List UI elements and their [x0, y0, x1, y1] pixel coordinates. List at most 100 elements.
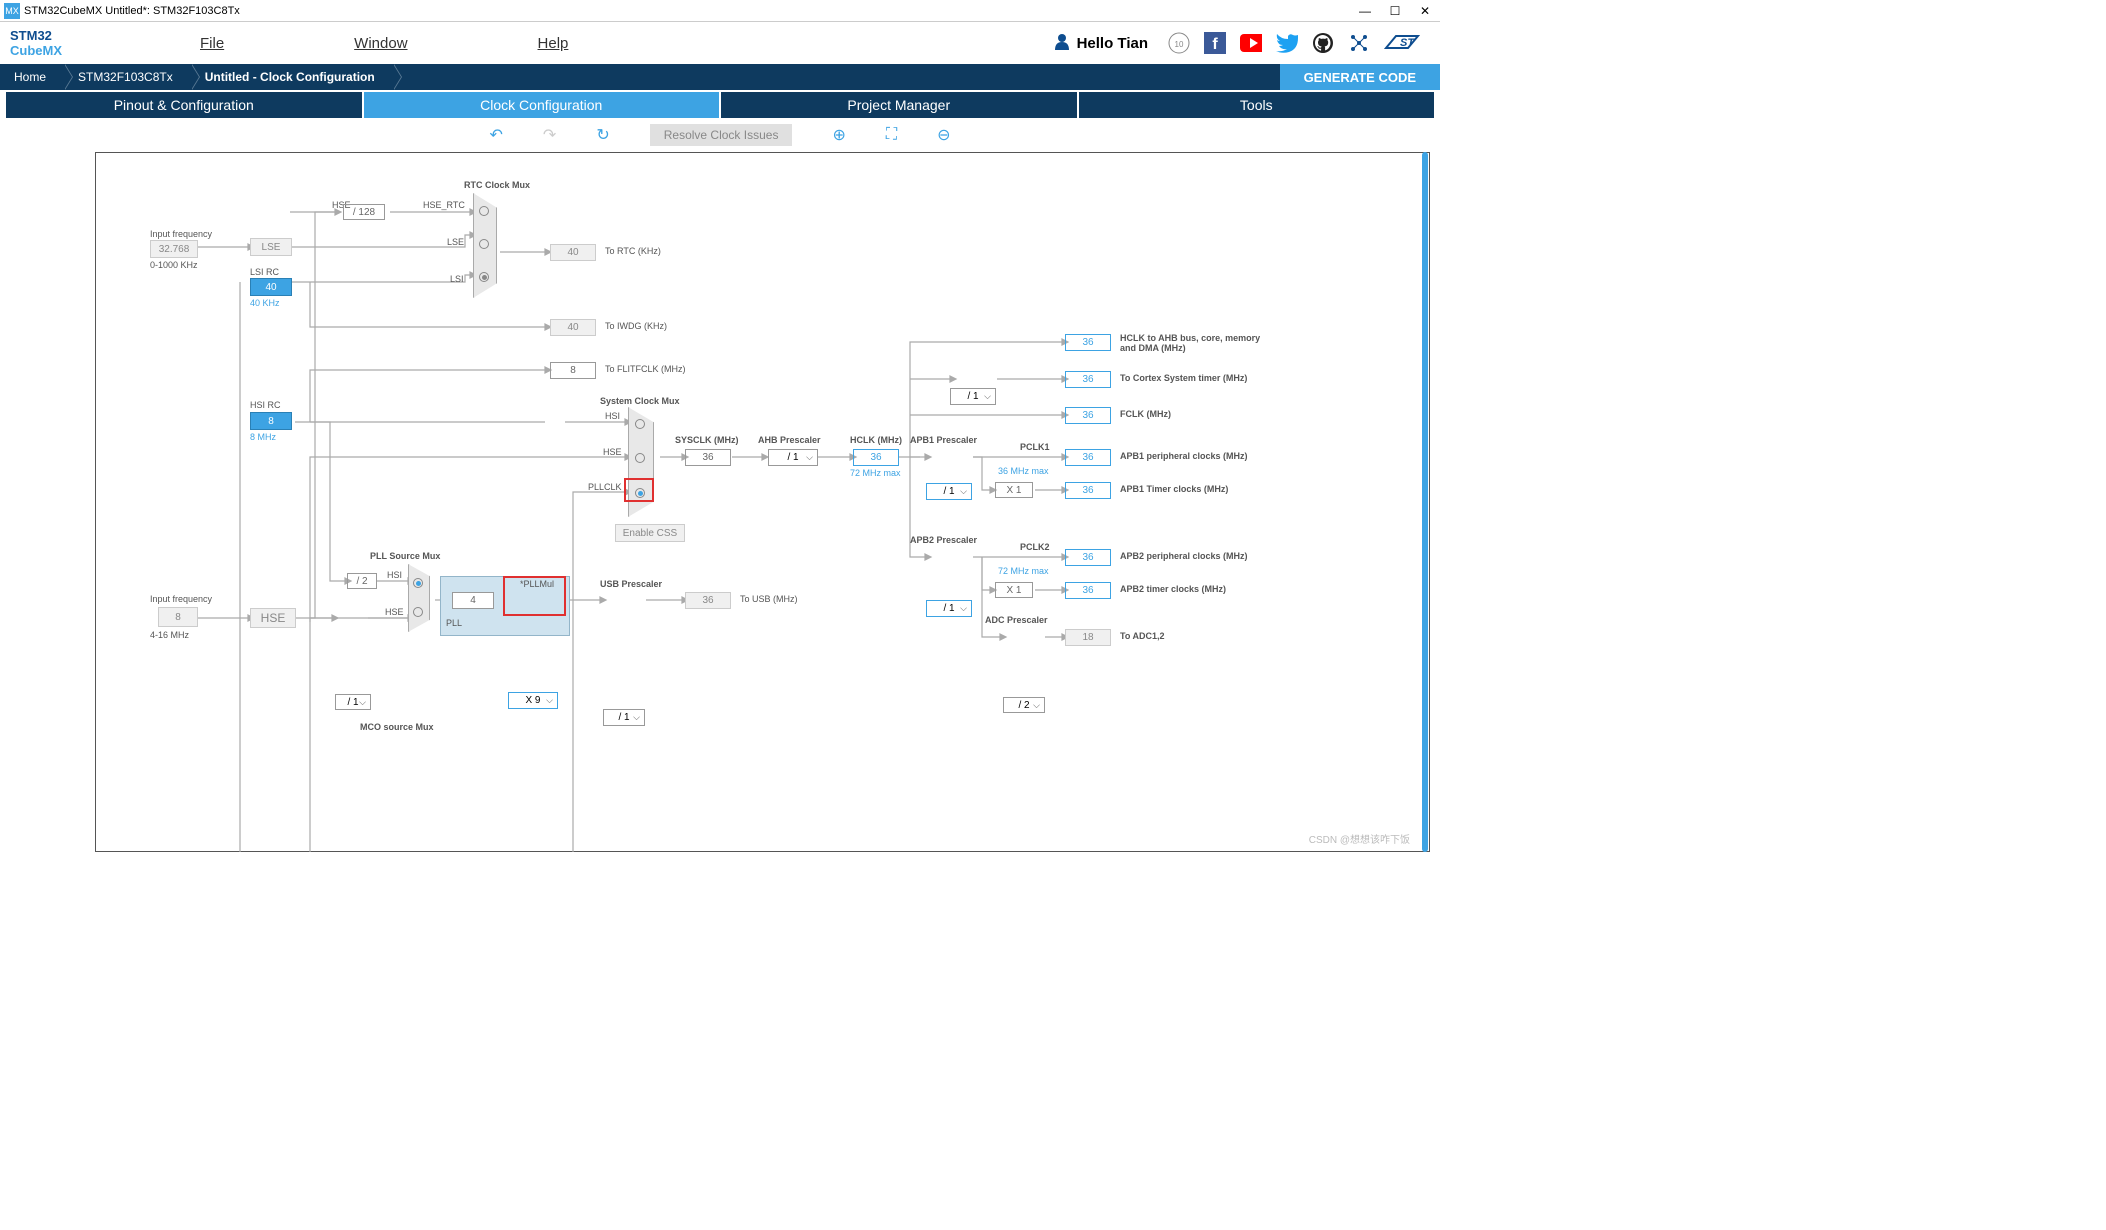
redo-icon[interactable]: ↷ [543, 125, 556, 145]
hse-freq-box[interactable]: 8 [158, 607, 198, 627]
breadcrumb: Home STM32F103C8Tx Untitled - Clock Conf… [0, 64, 1440, 90]
label-out-apb1-tim: APB1 Timer clocks (MHz) [1120, 484, 1228, 494]
logo-text-1: STM32 [10, 28, 52, 43]
label-sys-mux: System Clock Mux [600, 396, 680, 406]
close-button[interactable]: ✕ [1410, 0, 1440, 22]
label-out-apb2-tim: APB2 timer clocks (MHz) [1120, 584, 1226, 594]
rtc-mux[interactable] [473, 193, 497, 298]
lsi-box: 40 [250, 278, 292, 296]
label-out-apb1-per: APB1 peripheral clocks (MHz) [1120, 451, 1248, 461]
hse-box: HSE [250, 608, 296, 628]
label-lsi-range: 40 KHz [250, 298, 280, 308]
label-lse-range: 0-1000 KHz [150, 260, 198, 270]
hse-div[interactable]: / 1 [335, 694, 371, 710]
fit-icon[interactable]: ⛶ [886, 126, 897, 144]
out-cortex-box: 36 [1065, 371, 1111, 388]
flitf-box: 8 [550, 362, 596, 379]
twitter-icon[interactable] [1276, 32, 1298, 54]
label-pclk1-note: 36 MHz max [998, 466, 1049, 476]
label-lsi-rc: LSI RC [250, 267, 279, 277]
apb1-prescaler[interactable]: / 1 [926, 483, 972, 500]
sysclk-box[interactable]: 36 [685, 449, 731, 466]
enable-css-button[interactable]: Enable CSS [615, 524, 685, 542]
breadcrumb-page[interactable]: Untitled - Clock Configuration [191, 64, 393, 90]
usb-prescaler[interactable]: / 1 [603, 709, 645, 726]
pllmux-hsi[interactable] [413, 578, 423, 588]
adc-prescaler[interactable]: / 2 [1003, 697, 1045, 713]
apb2-prescaler[interactable]: / 1 [926, 600, 972, 617]
hsi-box: 8 [250, 412, 292, 430]
pllmul-select[interactable]: X 9 [508, 692, 558, 709]
facebook-icon[interactable]: f [1204, 32, 1226, 54]
label-lse-mux: LSE [447, 237, 464, 247]
label-adc-pre: ADC Prescaler [985, 615, 1048, 625]
user-label: Hello Tian [1077, 35, 1148, 52]
refresh-icon[interactable]: ↻ [596, 125, 609, 145]
out-adc-box: 18 [1065, 629, 1111, 646]
breadcrumb-home[interactable]: Home [0, 64, 64, 90]
label-out-fclk: FCLK (MHz) [1120, 409, 1171, 419]
tab-bar: Pinout & Configuration Clock Configurati… [0, 92, 1440, 118]
lse-box: LSE [250, 238, 292, 256]
st-logo-icon[interactable]: ST [1384, 32, 1420, 54]
breadcrumb-chip[interactable]: STM32F103C8Tx [64, 64, 191, 90]
label-pll: PLL [446, 618, 462, 628]
label-hse-range: 4-16 MHz [150, 630, 189, 640]
label-to-iwdg: To IWDG (KHz) [605, 321, 667, 331]
menu-window[interactable]: Window [354, 35, 407, 52]
rtc-mux-lse[interactable] [479, 239, 489, 249]
watermark: CSDN @想想该咋下饭 [1309, 831, 1410, 846]
apb1-tim-mul: X 1 [995, 482, 1033, 498]
label-sys-hsi: HSI [605, 411, 620, 421]
generate-code-button[interactable]: GENERATE CODE [1280, 64, 1440, 90]
sysmux-hsi[interactable] [635, 419, 645, 429]
tab-pinout[interactable]: Pinout & Configuration [6, 92, 362, 118]
titlebar: MX STM32CubeMX Untitled*: STM32F103C8Tx … [0, 0, 1440, 22]
pllmux-hse[interactable] [413, 607, 423, 617]
hclk-box[interactable]: 36 [853, 449, 899, 466]
undo-icon[interactable]: ↶ [490, 125, 503, 145]
user-icon [1053, 32, 1071, 55]
lse-freq-box[interactable]: 32.768 [150, 240, 198, 258]
clock-canvas: Input frequency 32.768 0-1000 KHz LSE LS… [10, 152, 1430, 852]
tab-tools[interactable]: Tools [1079, 92, 1435, 118]
logo: STM32 CubeMX [10, 23, 80, 63]
svg-text:ST: ST [1400, 37, 1415, 49]
anniversary-icon[interactable]: 10 [1168, 32, 1190, 54]
tab-clock[interactable]: Clock Configuration [364, 92, 720, 118]
rtc-mux-lsi[interactable] [479, 272, 489, 282]
out-fclk-box: 36 [1065, 407, 1111, 424]
logo-text-2: CubeMX [10, 43, 62, 58]
user-box[interactable]: Hello Tian [1053, 32, 1148, 55]
clock-wires [10, 152, 1430, 852]
maximize-button[interactable]: ☐ [1380, 0, 1410, 22]
tab-project[interactable]: Project Manager [721, 92, 1077, 118]
iwdg-out-box: 40 [550, 319, 596, 336]
zoom-in-icon[interactable]: ⊕ [832, 125, 845, 145]
menu-file[interactable]: File [200, 35, 224, 52]
ahb-prescaler[interactable]: / 1 [768, 449, 818, 466]
label-pclk1: PCLK1 [1020, 442, 1050, 452]
network-icon[interactable] [1348, 32, 1370, 54]
github-icon[interactable] [1312, 32, 1334, 54]
zoom-out-icon[interactable]: ⊖ [937, 125, 950, 145]
menu-help[interactable]: Help [538, 35, 569, 52]
label-pll-hsi: HSI [387, 570, 402, 580]
label-out-apb2-per: APB2 peripheral clocks (MHz) [1120, 551, 1248, 561]
label-hclk-note: 72 MHz max [850, 468, 901, 478]
label-hclk: HCLK (MHz) [850, 435, 902, 445]
cortex-div[interactable]: / 1 [950, 388, 996, 405]
pllmul-in-box: 4 [452, 592, 494, 609]
minimize-button[interactable]: — [1350, 0, 1380, 22]
out-apb1-tim-box: 36 [1065, 482, 1111, 499]
out-ahb-box: 36 [1065, 334, 1111, 351]
sysmux-hse[interactable] [635, 453, 645, 463]
label-sysclk: SYSCLK (MHz) [675, 435, 739, 445]
resolve-clock-button[interactable]: Resolve Clock Issues [650, 124, 793, 146]
label-out-cortex: To Cortex System timer (MHz) [1120, 373, 1247, 383]
rtc-out-box: 40 [550, 244, 596, 261]
rtc-mux-hse[interactable] [479, 206, 489, 216]
youtube-icon[interactable] [1240, 32, 1262, 54]
usb-out-box: 36 [685, 592, 731, 609]
label-out-adc: To ADC1,2 [1120, 631, 1165, 641]
